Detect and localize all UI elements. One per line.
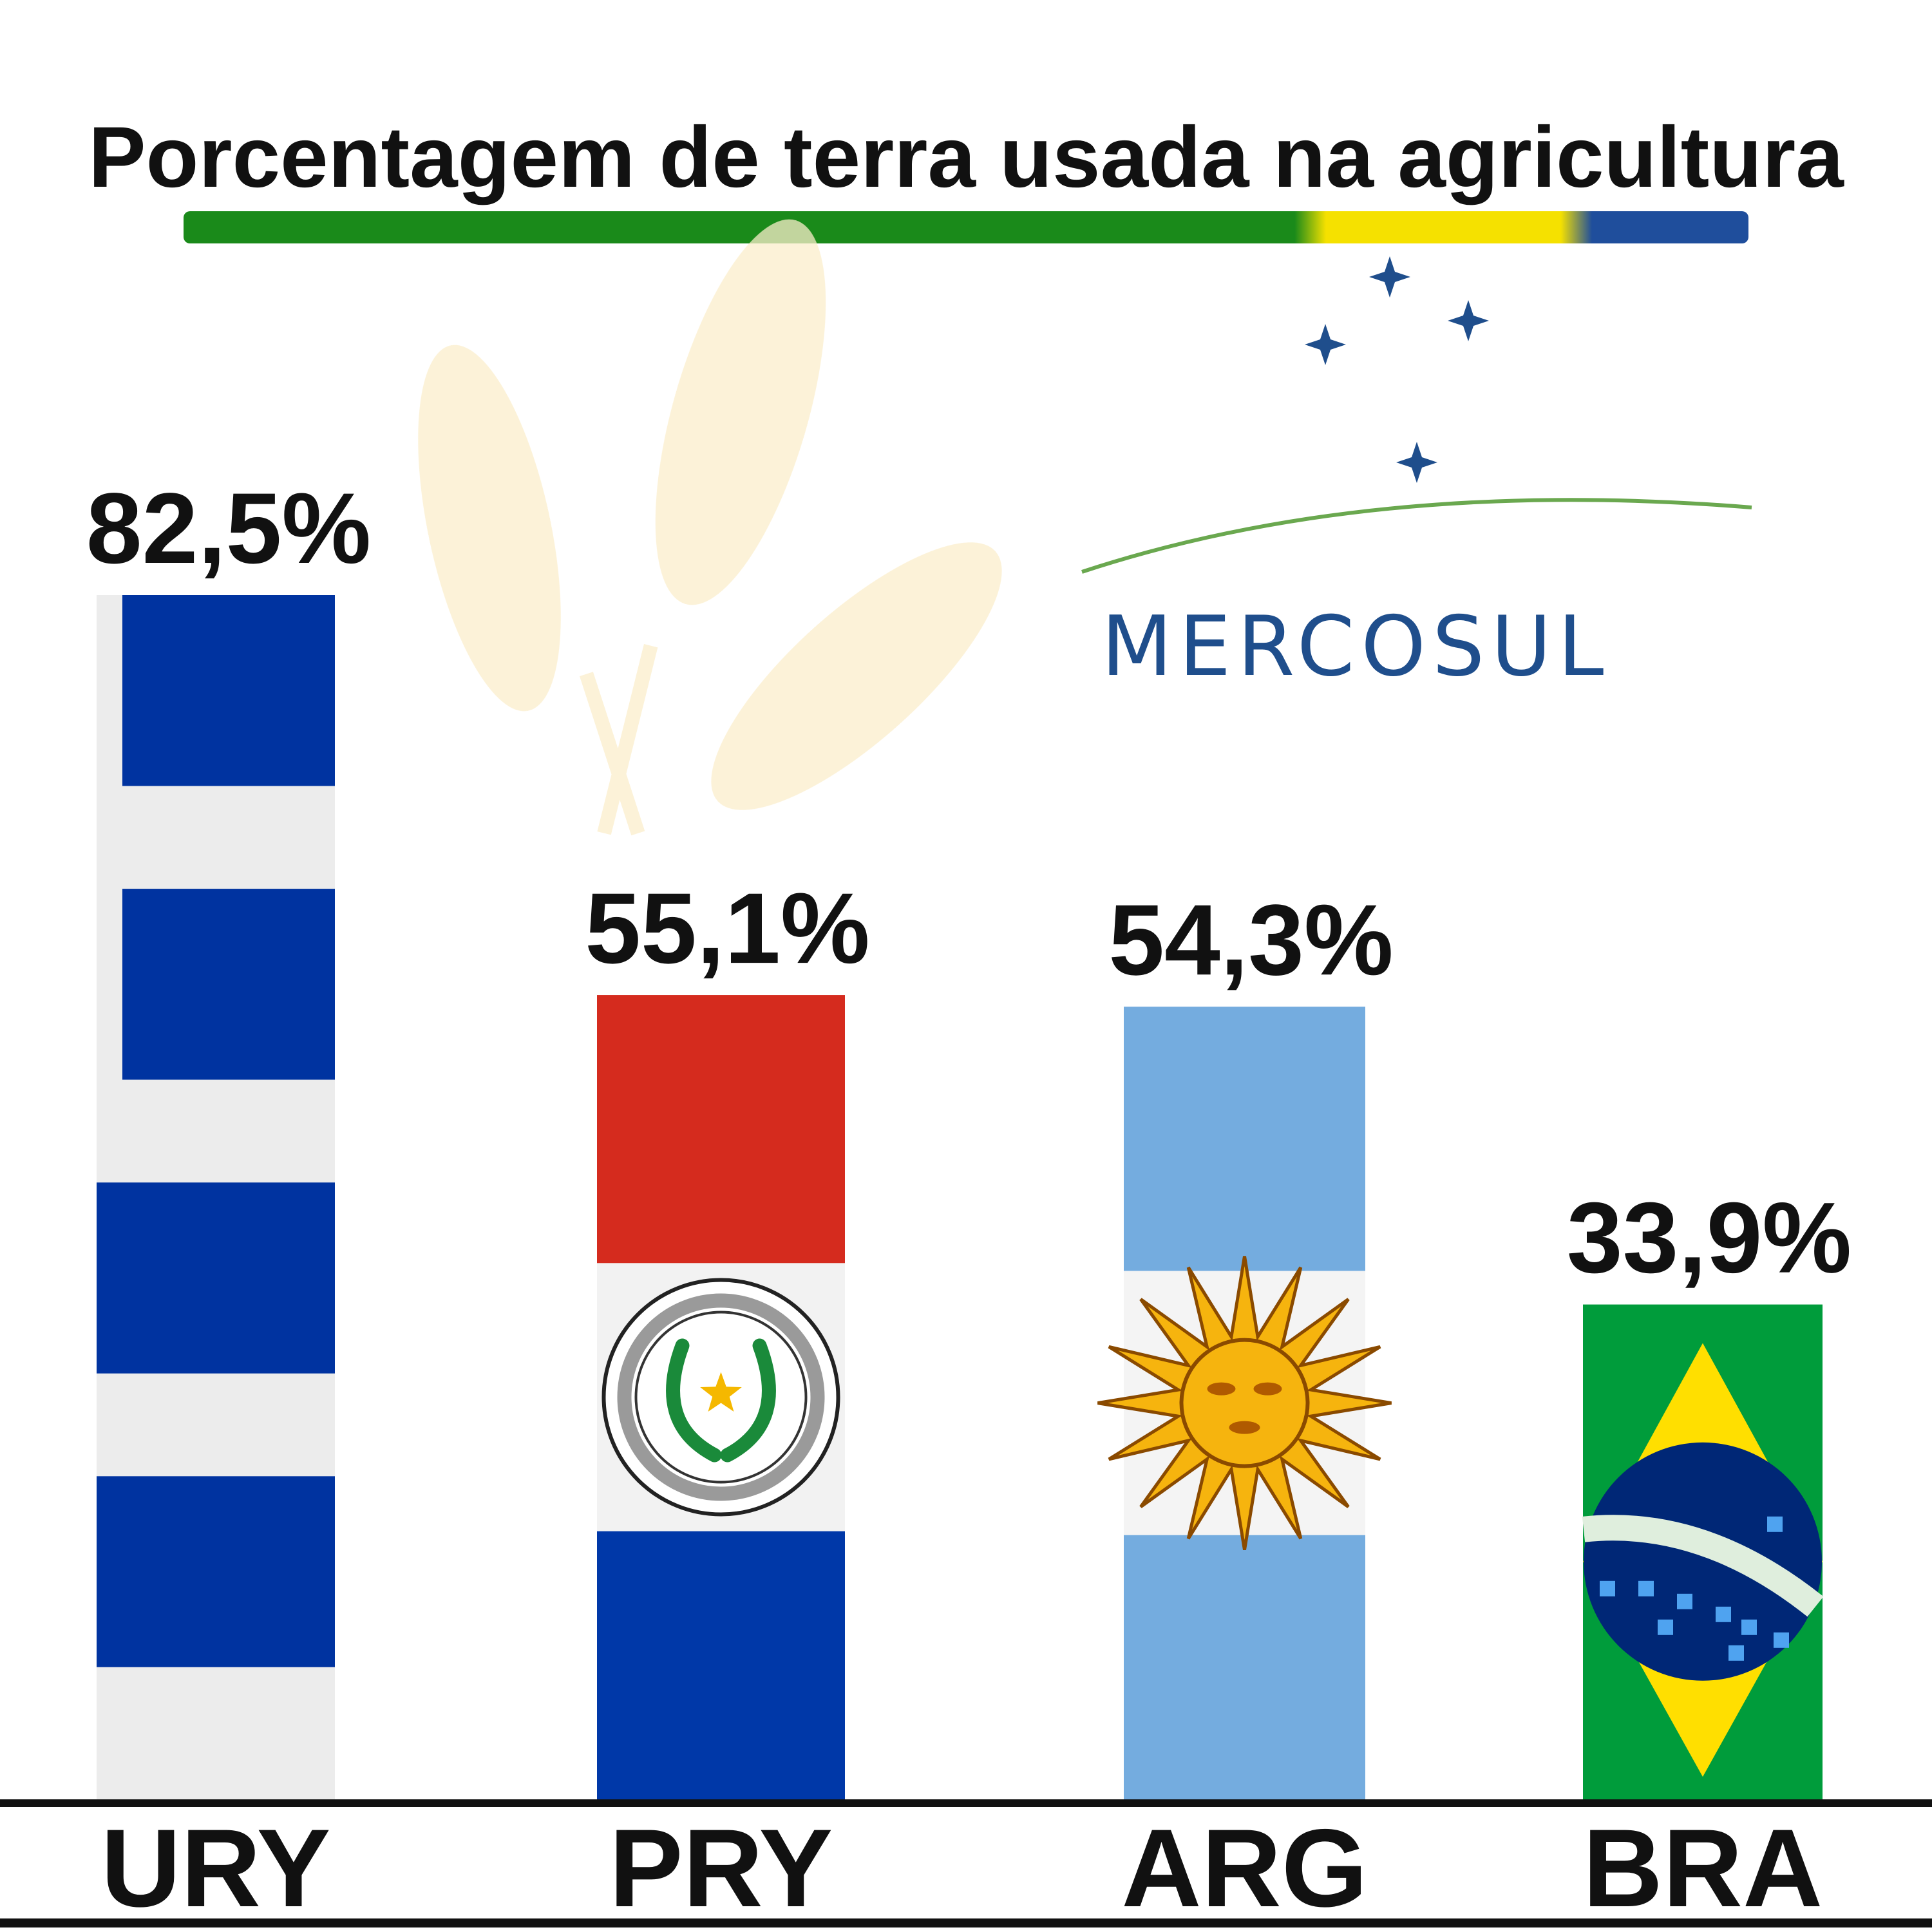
title-underline: [184, 211, 1748, 243]
emblem-olive-branch: [720, 1338, 776, 1463]
brazil-star-icon: [1677, 1593, 1692, 1609]
brazil-blue-globe: [1584, 1442, 1822, 1681]
argentina-stripe-top: [1124, 1007, 1365, 1271]
argentina-stripe-bottom: [1124, 1535, 1365, 1799]
sun-face: [1179, 1338, 1310, 1468]
bar-pry: [597, 995, 845, 1799]
value-label-bra: 33,9%: [1567, 1182, 1852, 1294]
category-label-ury: URY: [101, 1806, 331, 1930]
uruguay-stripe-blue: [97, 1476, 335, 1667]
bar-arg: [1097, 1007, 1392, 1799]
emblem-palm-branch: [666, 1338, 722, 1463]
uruguay-stripe-blue: [122, 889, 335, 1080]
brazil-star-icon: [1741, 1619, 1757, 1635]
value-label-arg: 54,3%: [1108, 884, 1393, 996]
logo-text: MERCOSUL: [1101, 599, 1610, 695]
sun-of-may-icon: [1097, 1256, 1392, 1551]
brazil-motto-band: [1582, 1515, 1824, 1617]
bar-bra: [1582, 1304, 1824, 1799]
uruguay-stripe-blue: [97, 1182, 335, 1374]
value-label-ury: 82,5%: [86, 473, 371, 585]
bar-ury: [97, 595, 335, 1799]
sun-eye-right: [1253, 1382, 1282, 1396]
brazil-star-icon: [1774, 1632, 1789, 1648]
paraguay-stripe-blue: [597, 1531, 845, 1799]
southern-cross-stars: [1305, 256, 1489, 483]
emblem-star-icon: [700, 1372, 742, 1412]
sun-mouth: [1229, 1421, 1260, 1434]
brazil-star-icon: [1767, 1516, 1783, 1532]
paraguay-emblem-icon: [601, 1278, 840, 1517]
uruguay-stripe-blue: [122, 595, 335, 786]
brazil-star-icon: [1728, 1645, 1744, 1661]
logo-arc: [1081, 498, 1752, 574]
brazil-star-icon: [1658, 1619, 1673, 1635]
value-label-pry: 55,1%: [585, 873, 869, 985]
sun-eye-left: [1207, 1382, 1236, 1396]
brazil-star-icon: [1638, 1580, 1654, 1596]
category-label-arg: ARG: [1121, 1806, 1367, 1930]
chart-title: Porcentagem de terra usada na agricultur…: [88, 109, 1844, 205]
paraguay-stripe-red: [597, 995, 845, 1264]
emblem-grey-ring: [617, 1293, 825, 1501]
mercosul-logo: MERCOSUL: [1081, 256, 1752, 695]
brazil-star-icon: [1716, 1606, 1731, 1622]
wheat-icon: [418, 219, 1002, 836]
category-label-bra: BRA: [1583, 1806, 1823, 1930]
brazil-star-icon: [1600, 1580, 1615, 1596]
category-label-pry: PRY: [609, 1806, 833, 1930]
